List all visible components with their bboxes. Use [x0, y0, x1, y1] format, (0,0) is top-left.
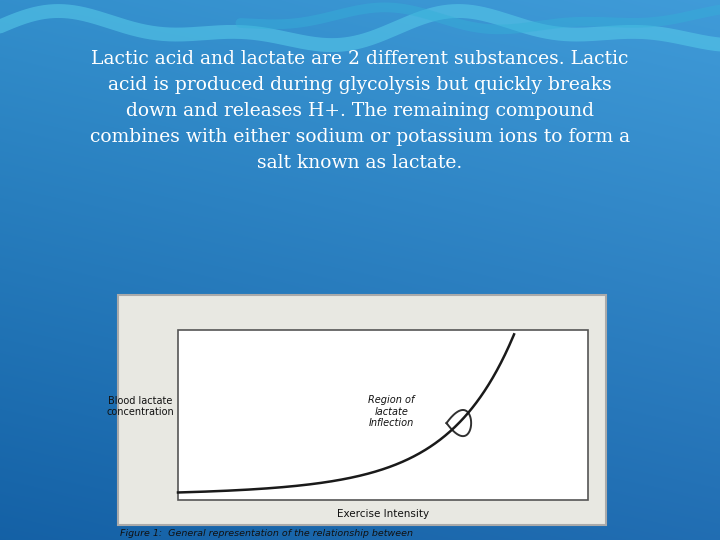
- Text: combines with either sodium or potassium ions to form a: combines with either sodium or potassium…: [90, 128, 630, 146]
- Text: Region of
lactate
Inflection: Region of lactate Inflection: [368, 395, 415, 428]
- Text: Blood lactate
concentration: Blood lactate concentration: [106, 396, 174, 417]
- Bar: [118, 295, 606, 525]
- Text: salt known as lactate.: salt known as lactate.: [257, 154, 463, 172]
- Text: acid is produced during glycolysis but quickly breaks: acid is produced during glycolysis but q…: [108, 76, 612, 94]
- Text: Lactic acid and lactate are 2 different substances. Lactic: Lactic acid and lactate are 2 different …: [91, 50, 629, 68]
- Bar: [178, 330, 588, 500]
- Text: down and releases H+. The remaining compound: down and releases H+. The remaining comp…: [126, 102, 594, 120]
- Text: Exercise Intensity: Exercise Intensity: [337, 509, 429, 519]
- Text: Figure 1:  General representation of the relationship between: Figure 1: General representation of the …: [120, 529, 413, 538]
